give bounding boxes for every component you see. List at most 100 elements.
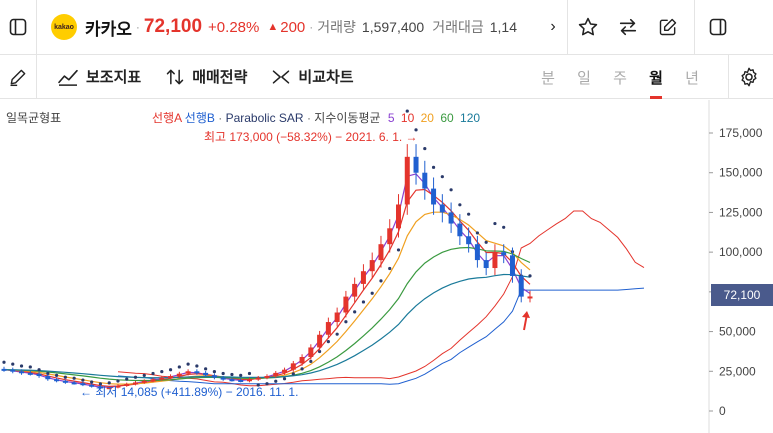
candle-body (369, 260, 375, 272)
draw-tool-button[interactable] (0, 55, 36, 99)
y-tick-label: 25,000 (719, 364, 756, 378)
sar-dot (282, 377, 287, 381)
sar-dot (423, 146, 427, 151)
candle-body (483, 260, 489, 269)
sar-dot (221, 371, 225, 376)
price-chart[interactable]: 175,000150,000125,000100,00075,00050,000… (0, 100, 773, 433)
sar-dot (353, 310, 357, 314)
sar-dot (458, 203, 462, 207)
sar-dot (81, 378, 85, 382)
sar-dot (318, 349, 322, 354)
y-tick-label: 125,000 (719, 205, 763, 219)
sar-dot (379, 279, 383, 283)
trend-icon (58, 69, 78, 86)
candle-body (387, 228, 393, 245)
span-b-label: 선행B (184, 111, 215, 125)
candle-body (124, 383, 130, 386)
y-tick-label: 50,000 (719, 325, 756, 339)
candle-body (308, 347, 314, 357)
divider (36, 0, 37, 55)
sar-dot (151, 371, 155, 376)
edit-button[interactable] (648, 0, 688, 55)
candle-body (431, 188, 437, 205)
sar-dot (274, 379, 278, 383)
candle-body (45, 376, 51, 380)
sar-dot (361, 300, 366, 304)
period-year[interactable]: 년 (685, 69, 699, 87)
ema-label: 지수이동평균 (314, 111, 381, 125)
period-week[interactable]: 주 (613, 69, 627, 87)
candle-body (246, 379, 252, 382)
left-panel-toggle[interactable] (0, 0, 36, 55)
period-month[interactable]: 월 (638, 55, 674, 99)
sar-dot (449, 188, 453, 192)
y-axis: 175,000150,000125,000100,00075,00050,000… (709, 126, 763, 418)
candle-body (422, 172, 428, 189)
chart-toolbar: 보조지표 매매전략 비교차트 분 일 주 월 년 (0, 54, 773, 99)
right-panel-toggle[interactable] (701, 0, 735, 55)
buy-sell-arrows-icon (166, 69, 184, 84)
settings-button[interactable] (738, 66, 760, 93)
candle-body (255, 377, 261, 380)
sar-dot (484, 240, 488, 244)
candle-body (106, 387, 112, 390)
sar-dot (2, 360, 6, 364)
candle-body (10, 369, 16, 372)
sar-dot (388, 266, 392, 271)
candle-body (220, 377, 226, 380)
candle-body (54, 379, 60, 382)
ticker-summary[interactable]: kakao 카카오 · 72,100 +0.28% ▲ 200 · 거래량 1,… (37, 0, 545, 55)
sar-dot (90, 380, 94, 384)
sar-dot (168, 368, 173, 372)
sar-dot (63, 375, 67, 379)
arrow-head-icon (522, 311, 530, 318)
chevron-right-icon[interactable]: › (550, 18, 556, 35)
favorite-button[interactable] (568, 0, 608, 55)
current-price-tag: 72,100 (711, 284, 773, 306)
sar-dot (195, 364, 199, 368)
candle-body (194, 371, 200, 374)
ema-5: 5 (387, 111, 395, 125)
sar-dot (125, 377, 129, 381)
span-b-line (117, 287, 645, 385)
candle-body (159, 377, 165, 380)
candle-body (80, 383, 86, 386)
amount-value: 1,14 (489, 19, 517, 35)
candlesticks (1, 144, 533, 390)
indicator-button[interactable]: 보조지표 (57, 66, 141, 87)
candle-body (474, 244, 480, 261)
period-minute[interactable]: 분 (541, 69, 555, 87)
sar-dot (265, 382, 269, 386)
sar-dot (107, 381, 111, 385)
y-tick-label: 100,000 (719, 245, 763, 259)
sar-dot (326, 340, 330, 344)
candle-body (115, 385, 121, 388)
sar-dot (28, 365, 32, 369)
strategy-button[interactable]: 매매전략 (165, 66, 247, 87)
switch-button[interactable] (608, 0, 648, 55)
panel-left-icon (9, 18, 27, 36)
candle-body (150, 379, 156, 382)
candle-body (360, 271, 366, 284)
sar-dot (177, 365, 181, 369)
sar-dot (440, 175, 444, 179)
candle-body (71, 382, 77, 385)
sar-dot (370, 291, 374, 295)
candle-body (290, 363, 296, 370)
candle-body (518, 275, 524, 297)
span-a-line (117, 210, 645, 387)
candle-body (229, 379, 235, 382)
sar-dot (475, 231, 479, 235)
period-day[interactable]: 일 (577, 69, 591, 87)
compare-button[interactable]: 비교차트 (271, 66, 354, 87)
edit-icon (659, 18, 677, 36)
sar-dot (405, 109, 409, 113)
sar-dot (502, 225, 506, 229)
candle-body (466, 236, 472, 245)
candle-body (448, 212, 454, 224)
candle-body (413, 156, 419, 173)
candle-body (509, 255, 515, 276)
sar-label: Parabolic SAR (225, 111, 304, 125)
ema-line (3, 273, 531, 379)
candle-body (325, 322, 331, 335)
